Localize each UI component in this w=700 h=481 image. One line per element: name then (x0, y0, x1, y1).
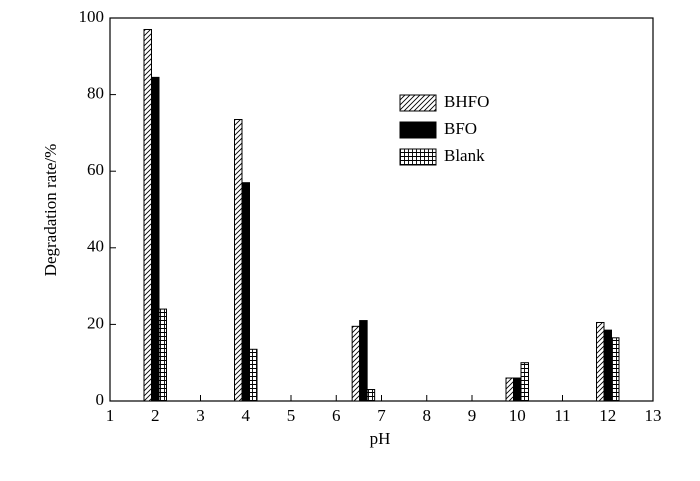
legend-swatch (399, 121, 437, 139)
legend-swatch (399, 148, 437, 166)
x-tick-label: 8 (423, 406, 432, 425)
bar (241, 182, 250, 402)
y-tick-label: 100 (79, 7, 105, 26)
legend-label: BHFO (444, 92, 489, 111)
x-tick-label: 13 (645, 406, 662, 425)
bar (603, 329, 612, 402)
legend-swatch (399, 94, 437, 112)
x-tick-label: 9 (468, 406, 477, 425)
x-tick-label: 7 (377, 406, 386, 425)
plot-frame (109, 17, 654, 402)
bar (351, 325, 361, 402)
x-tick-label: 2 (151, 406, 160, 425)
bar (596, 321, 605, 402)
y-axis-label: Degradation rate/% (41, 144, 60, 277)
bar (249, 348, 258, 402)
bar (359, 320, 368, 402)
y-tick-label: 60 (87, 160, 104, 179)
bar (151, 76, 160, 402)
bar (143, 28, 152, 402)
y-tick-label: 40 (87, 237, 104, 256)
x-tick-label: 6 (332, 406, 341, 425)
bar (513, 377, 522, 402)
bar (234, 118, 243, 402)
y-tick-label: 0 (96, 390, 105, 409)
bar (520, 362, 529, 402)
x-axis-label: pH (370, 429, 391, 448)
x-tick-label: 10 (509, 406, 526, 425)
y-tick-label: 80 (87, 84, 104, 103)
bar (366, 389, 376, 402)
legend-label: Blank (444, 146, 485, 165)
x-tick-label: 12 (599, 406, 616, 425)
x-tick-label: 5 (287, 406, 296, 425)
x-tick-label: 11 (554, 406, 570, 425)
x-tick-label: 3 (196, 406, 205, 425)
x-tick-label: 1 (106, 406, 115, 425)
bar (505, 377, 514, 402)
y-tick-label: 20 (87, 313, 104, 332)
bar (158, 308, 167, 402)
legend-label: BFO (444, 119, 477, 138)
x-tick-label: 4 (242, 406, 251, 425)
bar (611, 337, 620, 402)
